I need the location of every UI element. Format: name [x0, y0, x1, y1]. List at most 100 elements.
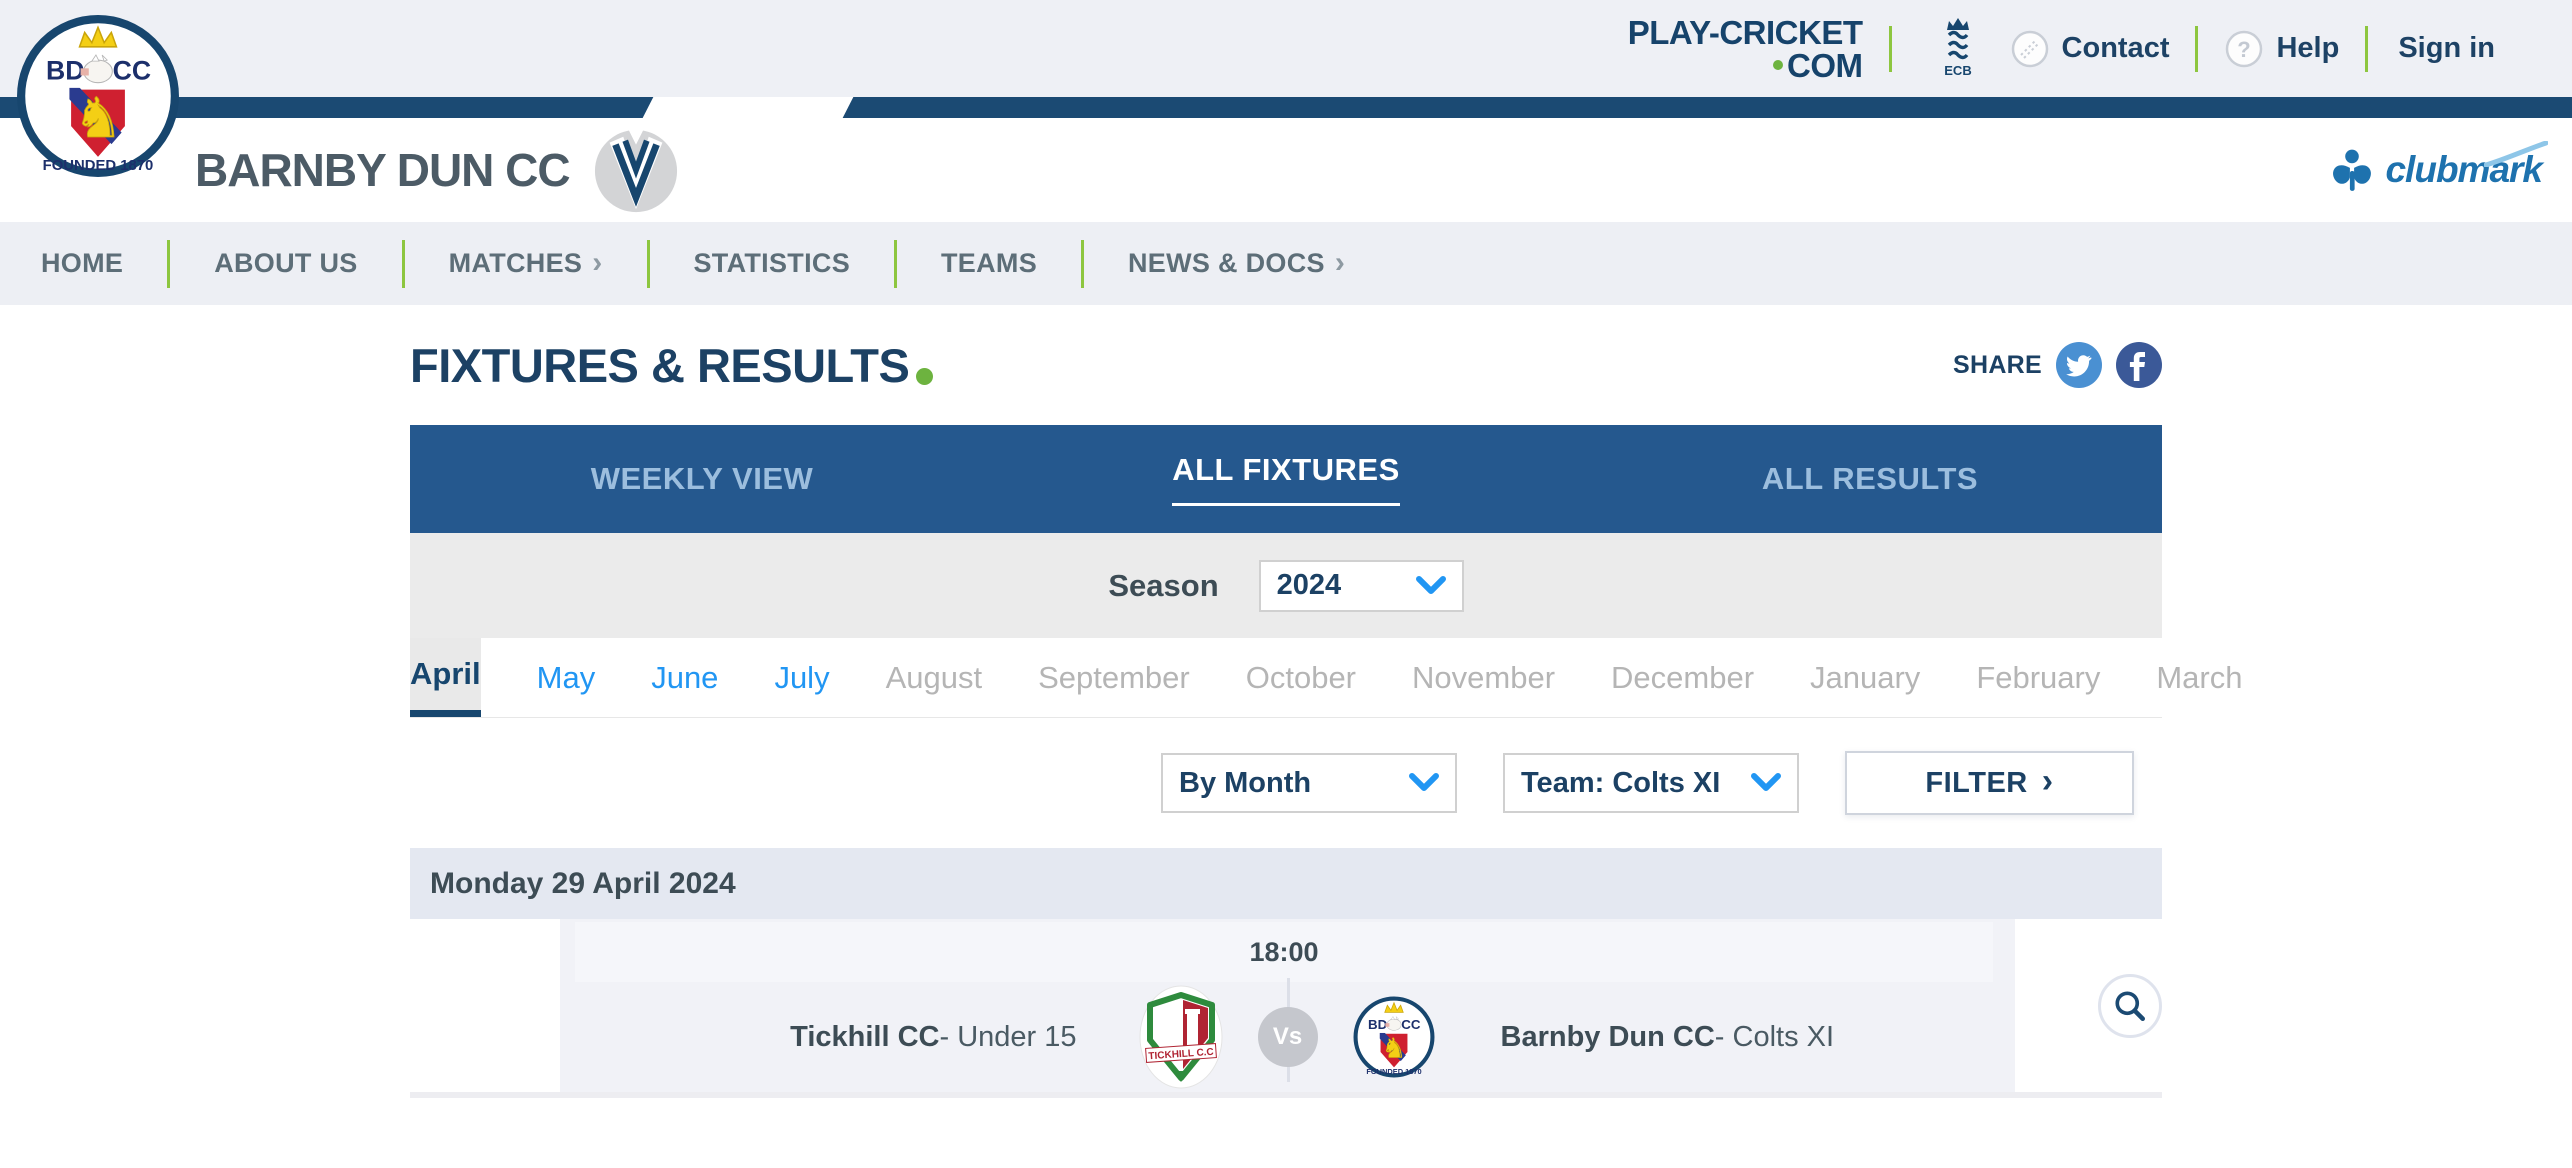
- clubmark-wordmark: clubmark: [2385, 141, 2548, 191]
- divider: [2365, 25, 2369, 72]
- fixture-right-gutter: [2015, 919, 2162, 1092]
- fixture-row: 18:00 Tickhill CC- Under 15: [410, 919, 2162, 1092]
- help-label: Help: [2276, 32, 2340, 64]
- clubmark-logo: clubmark: [2329, 141, 2548, 193]
- club-crest-logo[interactable]: [16, 14, 180, 183]
- month-tab-may[interactable]: May: [536, 659, 596, 695]
- fixture-date-header: Monday 29 April 2024: [410, 848, 2162, 919]
- away-team-cell: Barnby Dun CC- Colts XI: [1353, 982, 2016, 1092]
- title-accent-dot-icon: [916, 367, 934, 385]
- season-dropdown[interactable]: 2024: [1258, 559, 1464, 612]
- month-tab-june[interactable]: June: [651, 659, 719, 695]
- nav-item-matches[interactable]: MATCHES ›: [448, 245, 603, 279]
- match-summary: Tickhill CC- Under 15 TICKHILL C.C: [560, 978, 2016, 1092]
- nav-item-home[interactable]: HOME: [41, 248, 124, 278]
- chevron-down-icon: [1751, 773, 1781, 791]
- top-utility-bar: PLAY-CRICKET COM ECB Contact: [0, 0, 2572, 97]
- stripe-notch: [640, 97, 856, 118]
- divider: [2195, 25, 2199, 72]
- ecb-label: ECB: [1944, 63, 1971, 78]
- away-team-name: Barnby Dun CC- Colts XI: [1500, 1020, 1835, 1053]
- page-title: FIXTURES & RESULTS: [410, 338, 934, 393]
- nav-item-teams[interactable]: TEAMS: [941, 248, 1037, 278]
- share-label: SHARE: [1952, 350, 2042, 379]
- header-stripe: [0, 97, 2572, 118]
- magnifier-icon: [2115, 990, 2145, 1021]
- nav-item-news-docs[interactable]: NEWS & DOCS ›: [1128, 245, 1346, 279]
- team-dropdown[interactable]: Team: Colts XI: [1503, 753, 1799, 813]
- section-bottom-border: [410, 1092, 2162, 1098]
- tab-all-fixtures[interactable]: ALL FIXTURES: [994, 425, 1578, 533]
- share-widget: SHARE: [1953, 342, 2162, 388]
- clubmark-icon: [2333, 149, 2372, 191]
- main-navigation: HOME ABOUT US MATCHES › STATISTICS TEAMS …: [0, 222, 2572, 305]
- contact-link[interactable]: Contact: [2010, 29, 2170, 69]
- ecb-logo: ECB: [1940, 11, 1976, 86]
- barnby-dun-cc-badge: [1353, 996, 1435, 1078]
- month-tab-november: November: [1412, 659, 1556, 695]
- share-twitter-button[interactable]: [2056, 342, 2102, 388]
- tab-all-results[interactable]: ALL RESULTS: [1761, 461, 1979, 496]
- tickhill-cc-badge: TICKHILL C.C: [1139, 985, 1222, 1089]
- month-tab-april[interactable]: April: [410, 638, 481, 717]
- month-tab-september: September: [1038, 659, 1190, 695]
- divider: [646, 239, 650, 288]
- question-mark-icon: ?: [2226, 30, 2263, 67]
- svg-text:?: ?: [2238, 37, 2251, 62]
- share-facebook-button[interactable]: [2116, 342, 2162, 388]
- contact-label: Contact: [2061, 32, 2170, 64]
- home-team-name: Tickhill CC- Under 15: [790, 1020, 1077, 1053]
- month-tab-october: October: [1245, 659, 1357, 695]
- filter-row: By Month Team: Colts XI FILTER ›: [410, 718, 2162, 848]
- team-value: Team: Colts XI: [1521, 766, 1721, 799]
- by-month-value: By Month: [1179, 766, 1312, 799]
- chevron-down-icon: [1409, 773, 1439, 791]
- page-heading-row: FIXTURES & RESULTS SHARE: [410, 305, 2162, 425]
- chevron-down-icon: [1415, 575, 1446, 594]
- months-tab-row: April May June July August September Oct…: [410, 638, 2243, 718]
- tab-weekly-view[interactable]: WEEKLY VIEW: [590, 461, 814, 496]
- facebook-icon: [2129, 352, 2145, 381]
- month-tab-july[interactable]: July: [774, 659, 830, 695]
- chevron-right-icon: ›: [592, 245, 603, 279]
- divider: [894, 239, 897, 288]
- chevron-right-icon: ›: [2041, 761, 2054, 800]
- fixtures-tab-bar: WEEKLY VIEW ALL FIXTURES ALL RESULTS: [410, 425, 2162, 533]
- match-time: 18:00: [575, 922, 1993, 982]
- season-label: Season: [1108, 567, 1219, 603]
- month-tab-december: December: [1611, 659, 1755, 695]
- match-detail-button[interactable]: [2098, 973, 2162, 1038]
- content-container: FIXTURES & RESULTS SHARE WEEKLY VIEW: [410, 305, 2243, 1098]
- divider: [1888, 25, 1892, 72]
- play-cricket-logo[interactable]: PLAY-CRICKET COM: [1628, 16, 1863, 82]
- help-link[interactable]: ? Help: [2224, 29, 2339, 69]
- month-tab-february: February: [1976, 659, 2101, 695]
- divider: [1081, 239, 1084, 288]
- cricket-ball-icon: [2011, 30, 2048, 67]
- divider: [167, 239, 171, 288]
- nav-item-statistics[interactable]: STATISTICS: [693, 248, 850, 278]
- season-value: 2024: [1276, 569, 1342, 601]
- versus-badge: Vs: [1257, 1007, 1318, 1067]
- tickhill-badge-text: TICKHILL C.C: [1148, 1047, 1214, 1063]
- fixture-panel: 18:00 Tickhill CC- Under 15: [560, 919, 2015, 1092]
- brand-green-dot-icon: [1773, 60, 1784, 70]
- filter-button[interactable]: FILTER ›: [1845, 751, 2134, 815]
- by-month-dropdown[interactable]: By Month: [1161, 753, 1457, 813]
- sign-in-link[interactable]: Sign in: [2398, 32, 2495, 64]
- twitter-icon: [2066, 355, 2092, 377]
- divider: [401, 239, 405, 288]
- masthead: BARNBY DUN CC clubmark: [0, 118, 2572, 222]
- chevron-right-icon: ›: [1334, 245, 1346, 279]
- month-tab-august: August: [885, 659, 983, 695]
- month-tab-january: January: [1810, 659, 1921, 695]
- play-cricket-logo-line2: COM: [1787, 46, 1863, 84]
- month-tab-march: March: [2156, 659, 2243, 695]
- club-v-emblem-icon: [592, 126, 680, 220]
- versus-column: Vs: [1223, 978, 1353, 1092]
- fixture-left-gutter: [410, 919, 560, 1092]
- club-name: BARNBY DUN CC: [195, 144, 571, 196]
- play-cricket-logo-line1: PLAY-CRICKET: [1627, 13, 1863, 51]
- nav-item-about-us[interactable]: ABOUT US: [214, 248, 358, 278]
